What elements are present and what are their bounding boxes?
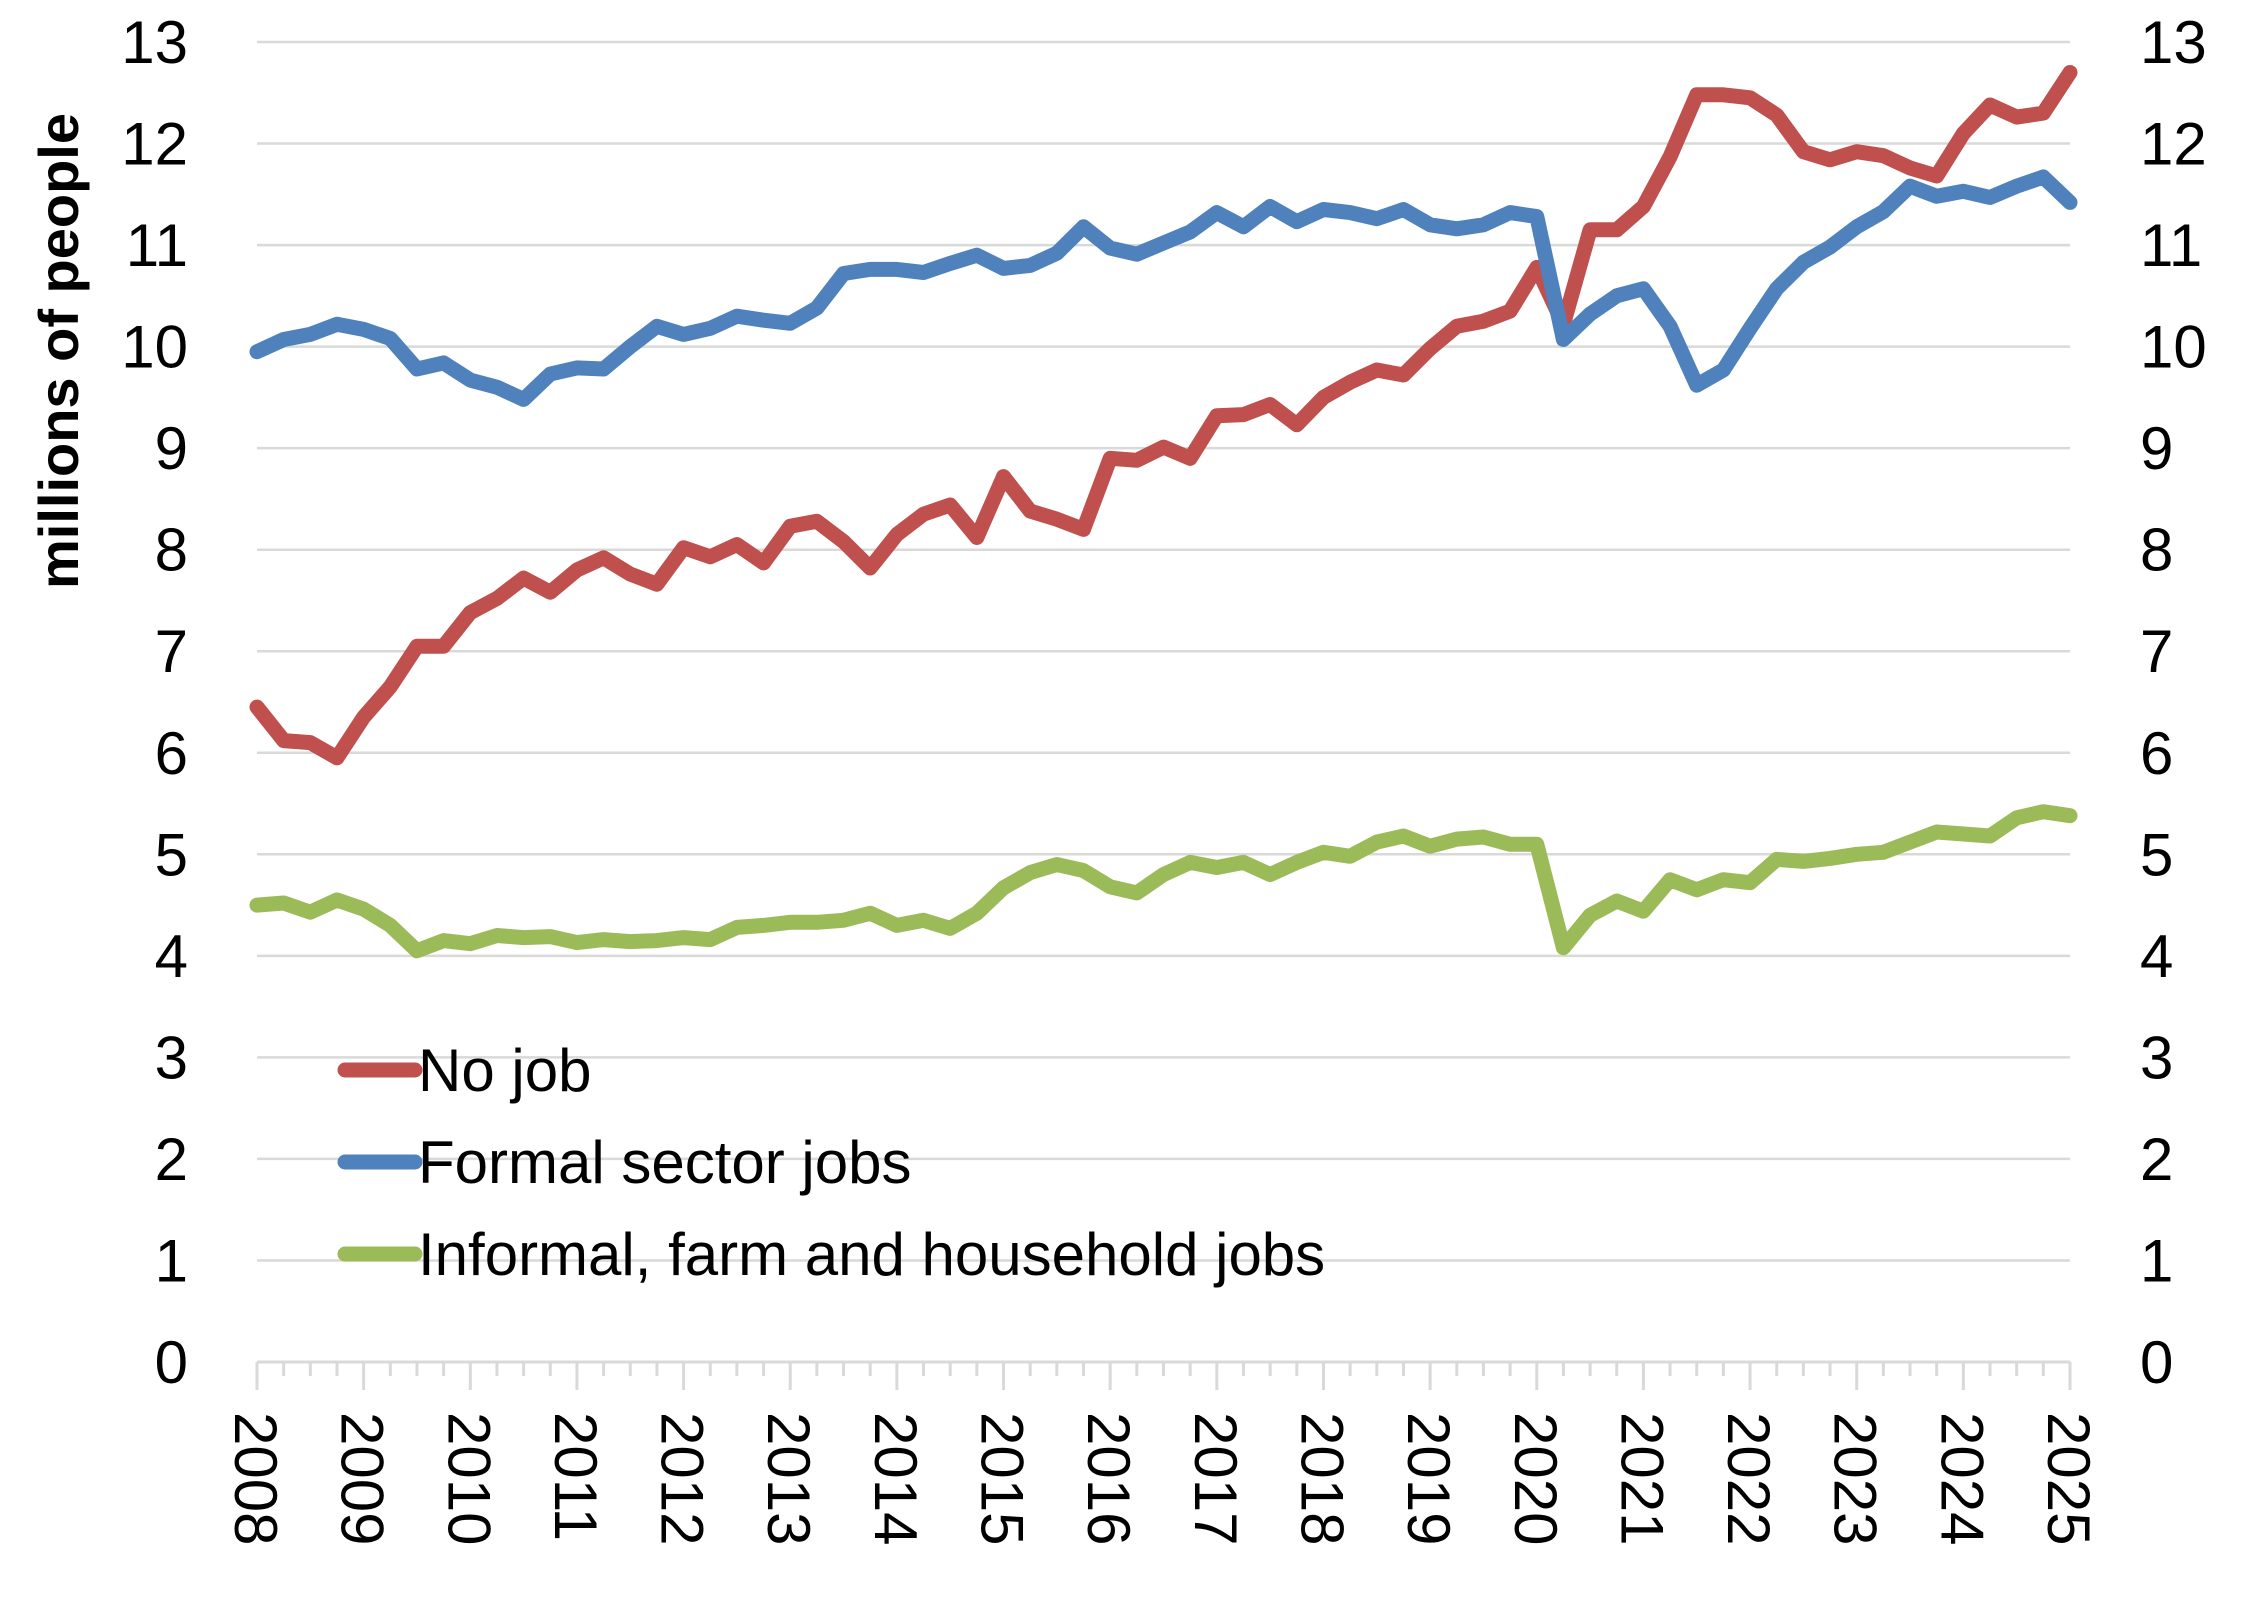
y-tick-right-13: 13 (2140, 9, 2207, 76)
y-tick-left-11: 11 (126, 212, 188, 279)
series-line-3 (249, 804, 2078, 959)
y-tick-left-3: 3 (155, 1024, 188, 1091)
legend-label-2: Formal sector jobs (418, 1129, 911, 1196)
y-tick-right-7: 7 (2140, 618, 2173, 685)
y-tick-left-10: 10 (121, 314, 188, 381)
x-tick-2010: 2010 (435, 1412, 502, 1545)
y-tick-left-1: 1 (155, 1227, 188, 1294)
legend-label-1: No job (418, 1037, 591, 1104)
x-tick-2011: 2011 (542, 1412, 609, 1541)
series-line-1 (249, 65, 2078, 766)
y-tick-right-9: 9 (2140, 415, 2173, 482)
x-tick-2024: 2024 (1928, 1412, 1995, 1545)
y-tick-left-2: 2 (155, 1126, 188, 1193)
y-tick-left-8: 8 (155, 517, 188, 584)
y-axis-title: millions of people (27, 113, 90, 589)
y-tick-left-4: 4 (155, 923, 188, 990)
x-tick-2019: 2019 (1395, 1412, 1462, 1545)
y-tick-right-6: 6 (2140, 720, 2173, 787)
y-tick-right-3: 3 (2140, 1024, 2173, 1091)
gridlines (257, 40, 2070, 1262)
legend: No job Formal sector jobs Informal, farm a… (337, 1037, 1325, 1288)
series-lines (249, 65, 2078, 959)
y-tick-left-0: 0 (155, 1329, 188, 1396)
y-tick-right-0: 0 (2140, 1329, 2173, 1396)
y-tick-right-8: 8 (2140, 517, 2173, 584)
y-tick-left-13: 13 (121, 9, 188, 76)
y-tick-left-7: 7 (155, 618, 188, 685)
y-tick-right-11: 11 (2140, 212, 2202, 279)
y-tick-right-4: 4 (2140, 923, 2173, 990)
series-line-2 (249, 169, 2078, 407)
x-tick-2009: 2009 (329, 1412, 396, 1545)
legend-label-3: Informal, farm and household jobs (418, 1221, 1325, 1288)
y-tick-left-6: 6 (155, 720, 188, 787)
x-tick-2023: 2023 (1822, 1412, 1889, 1545)
x-tick-2022: 2022 (1715, 1412, 1782, 1545)
x-tick-2025: 2025 (2035, 1412, 2102, 1545)
x-tick-2016: 2016 (1075, 1412, 1142, 1545)
y-tick-right-5: 5 (2140, 821, 2173, 888)
y-tick-right-1: 1 (2140, 1227, 2173, 1294)
x-tick-2018: 2018 (1288, 1412, 1355, 1545)
x-tick-2015: 2015 (969, 1412, 1036, 1545)
x-tick-2013: 2013 (755, 1412, 822, 1545)
x-tick-2020: 2020 (1502, 1412, 1569, 1545)
y-tick-left-12: 12 (121, 111, 188, 178)
y-tick-left-9: 9 (155, 415, 188, 482)
x-tick-2008: 2008 (222, 1412, 289, 1545)
x-tick-2017: 2017 (1182, 1412, 1249, 1545)
y-tick-left-5: 5 (155, 821, 188, 888)
y-tick-right-12: 12 (2140, 111, 2207, 178)
x-tick-2021: 2021 (1608, 1412, 1675, 1545)
y-tick-right-10: 10 (2140, 314, 2207, 381)
x-tick-2012: 2012 (649, 1412, 716, 1545)
y-tick-right-2: 2 (2140, 1126, 2173, 1193)
x-tick-2014: 2014 (862, 1412, 929, 1545)
